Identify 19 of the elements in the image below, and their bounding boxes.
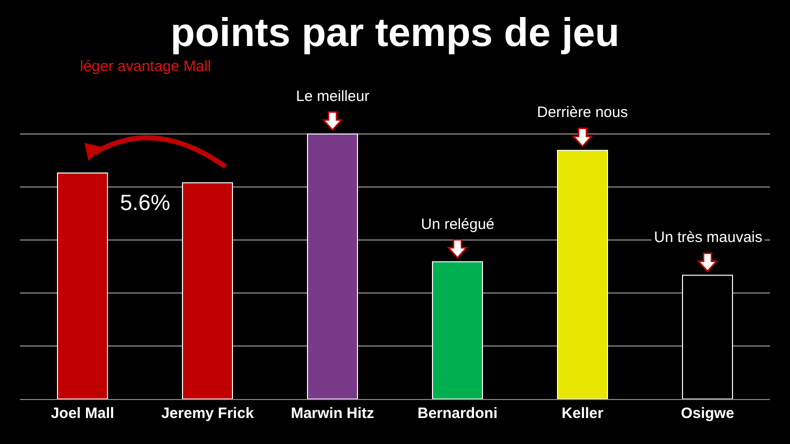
x-tick-label: Joel Mall <box>50 405 114 422</box>
bar <box>557 150 608 399</box>
x-tick-label: Bernardoni <box>417 405 498 422</box>
annotation: Le meilleur <box>296 88 370 105</box>
bar <box>307 134 358 399</box>
bar <box>682 274 733 399</box>
chart-title: points par temps de jeu <box>170 10 620 55</box>
text: léger avantage Mall <box>80 58 211 75</box>
bar <box>182 182 233 399</box>
x-tick-label: Marwin Hitz <box>290 405 374 422</box>
x-tick-label: Osigwe <box>680 405 734 422</box>
bar <box>432 261 483 399</box>
annotation: Un très mauvais <box>654 229 762 246</box>
bar <box>57 172 108 399</box>
annotation: 5.6% <box>120 190 170 215</box>
annotation: Un relégué <box>421 216 494 233</box>
annotation: Derrière nous <box>537 104 628 121</box>
x-tick-label: Keller <box>562 405 604 422</box>
x-tick-label: Jeremy Frick <box>161 405 254 422</box>
